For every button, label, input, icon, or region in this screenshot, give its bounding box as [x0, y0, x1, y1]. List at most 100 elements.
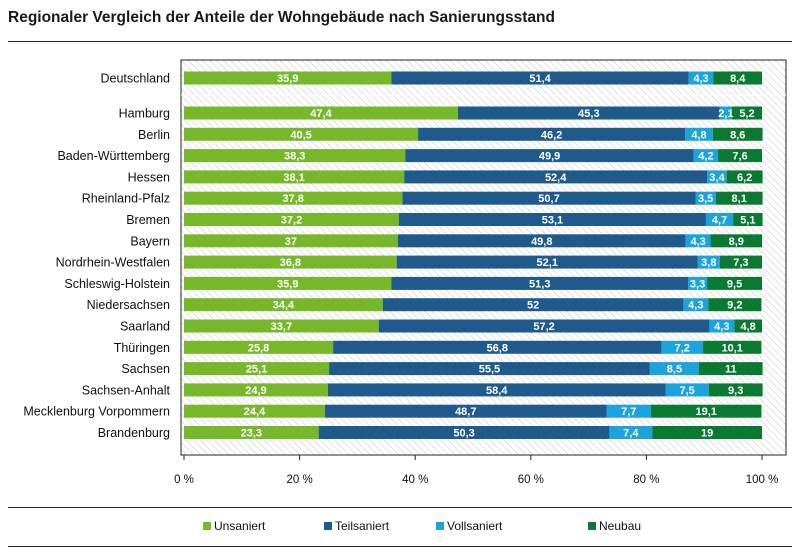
chart-title: Regionaler Vergleich der Anteile der Woh… — [8, 9, 555, 26]
data-label: 7,7 — [621, 406, 636, 418]
bar-segment — [378, 319, 710, 333]
data-label: 52,4 — [545, 172, 567, 184]
bar-segment — [718, 149, 762, 163]
bar-segment — [707, 276, 762, 290]
category-label: Baden-Württemberg — [57, 149, 170, 163]
data-label: 24,4 — [244, 406, 266, 418]
data-label: 8,9 — [729, 236, 744, 248]
bar-segment — [391, 276, 689, 290]
bar-segment — [649, 362, 699, 376]
data-label: 3,5 — [698, 193, 713, 205]
bars — [184, 71, 763, 439]
category-label: Rheinland-Pfalz — [82, 192, 170, 206]
data-label: 8,4 — [730, 73, 746, 85]
data-label: 2,1 — [718, 108, 733, 120]
data-label: 7,4 — [623, 428, 639, 440]
x-tick-label: 0 % — [174, 474, 194, 486]
bar-segment — [715, 191, 763, 205]
data-label: 35,9 — [277, 73, 298, 85]
category-label: Hessen — [128, 170, 170, 184]
category-label: Deutschland — [101, 72, 171, 86]
data-label: 4,3 — [690, 236, 705, 248]
legend-label: Unsaniert — [214, 519, 266, 533]
data-label: 4,7 — [712, 215, 727, 227]
bar-segment — [707, 170, 727, 184]
bar-segment — [399, 213, 706, 226]
data-label: 8,5 — [667, 364, 682, 376]
bar-segment — [402, 191, 696, 205]
bar-segment — [325, 404, 607, 418]
category-label: Bremen — [126, 213, 170, 227]
legend: Unsaniert Teilsaniert Vollsaniert Neubau — [203, 519, 641, 533]
bar-segment — [688, 71, 714, 85]
data-label: 5,2 — [739, 108, 754, 120]
data-label: 52,1 — [537, 257, 558, 269]
bar-segment — [184, 362, 330, 376]
legend-swatch — [203, 522, 211, 530]
bar-segment — [184, 276, 392, 290]
data-label: 38,1 — [283, 172, 304, 184]
bar-segment — [733, 213, 763, 226]
bar-segment — [705, 213, 734, 226]
data-label: 19,1 — [696, 406, 717, 418]
data-label: 4,8 — [691, 129, 706, 141]
bar-segment — [184, 71, 392, 85]
bar-segment — [609, 426, 653, 439]
data-label: 11 — [725, 364, 737, 376]
bar-segment — [184, 106, 458, 120]
bar-segment — [651, 404, 762, 418]
bar-segment — [457, 106, 720, 120]
bar-segment — [382, 298, 684, 312]
bar-segment — [708, 383, 763, 397]
data-label: 46,2 — [541, 129, 562, 141]
data-label: 51,3 — [529, 278, 550, 290]
data-label: 8,1 — [732, 193, 747, 205]
data-label: 3,4 — [709, 172, 725, 184]
bar-segment — [661, 340, 704, 354]
data-label: 40,5 — [290, 129, 311, 141]
bar-segment — [688, 276, 708, 290]
bar-segment — [683, 298, 709, 312]
data-label: 25,8 — [248, 342, 269, 354]
data-label: 50,7 — [538, 193, 559, 205]
data-label: 37,2 — [281, 215, 302, 227]
bar-segment — [184, 426, 319, 439]
data-label: 49,8 — [531, 236, 552, 248]
data-label: 7,2 — [675, 342, 690, 354]
category-label: Sachsen — [121, 362, 170, 376]
legend-swatch — [588, 522, 596, 530]
data-label: 52 — [527, 300, 539, 312]
bar-segment — [652, 426, 762, 439]
bar-segment — [418, 127, 686, 141]
data-label: 4,2 — [698, 151, 713, 163]
data-label: 56,8 — [487, 342, 508, 354]
data-label: 9,2 — [727, 300, 742, 312]
legend-bottom-rule — [8, 546, 792, 547]
x-tick-label: 40 % — [402, 474, 428, 486]
x-axis: 0 % 20 % 40 % 60 % 80 % 100 % — [174, 455, 778, 486]
x-tick-label: 20 % — [286, 474, 312, 486]
bar-segment — [726, 170, 763, 184]
data-label: 58,4 — [486, 385, 508, 397]
bar-segment — [698, 362, 763, 376]
data-label: 4,3 — [693, 73, 708, 85]
bar-segment — [184, 149, 406, 163]
title-rule — [8, 41, 792, 42]
bar-segment — [184, 383, 328, 397]
bar-segment — [184, 170, 405, 184]
bar-segment — [693, 149, 719, 163]
legend-label: Neubau — [599, 519, 641, 533]
bar-segment — [184, 127, 419, 141]
data-label: 4,3 — [714, 321, 729, 333]
x-tick-label: 60 % — [518, 474, 544, 486]
category-label: Berlin — [138, 128, 170, 142]
x-tick-label: 100 % — [746, 474, 779, 486]
data-label: 57,2 — [533, 321, 554, 333]
category-label: Bayern — [130, 234, 170, 248]
category-label: Niedersachsen — [87, 298, 170, 312]
data-label: 25,1 — [246, 364, 267, 376]
data-label: 51,4 — [529, 73, 551, 85]
bar-segment — [184, 298, 383, 312]
bar-segment — [710, 234, 762, 248]
data-label: 48,7 — [455, 406, 476, 418]
